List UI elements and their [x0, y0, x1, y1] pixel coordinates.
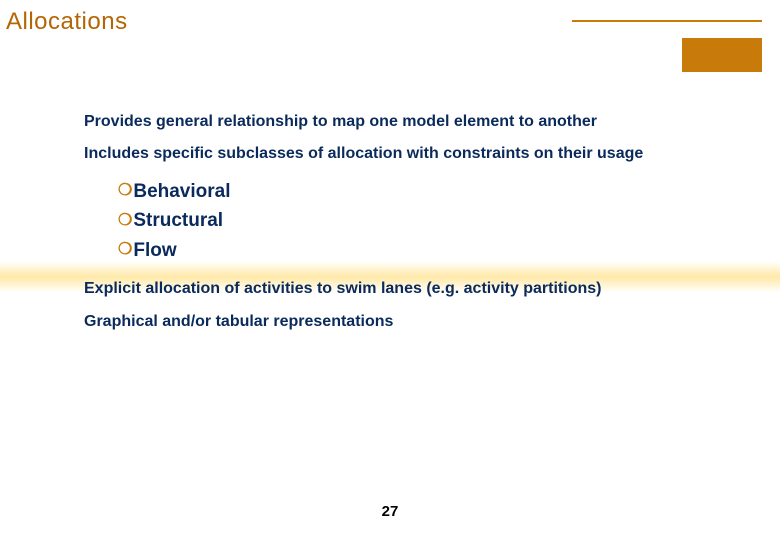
paragraph: Explicit allocation of activities to swi… — [84, 279, 704, 299]
paragraph: Provides general relationship to map one… — [84, 112, 704, 132]
list-item: ❍ Behavioral — [118, 177, 704, 206]
page-number: 27 — [0, 503, 780, 520]
list-item-label: Structural — [133, 206, 223, 235]
corner-block — [682, 38, 762, 72]
bullet-icon: ❍ — [118, 209, 132, 234]
sub-list: ❍ Behavioral ❍ Structural ❍ Flow — [118, 177, 704, 265]
paragraph: Graphical and/or tabular representations — [84, 312, 704, 332]
list-item: ❍ Structural — [118, 206, 704, 235]
list-item: ❍ Flow — [118, 236, 704, 265]
bullet-icon: ❍ — [118, 179, 132, 204]
list-item-label: Flow — [133, 236, 176, 265]
slide: Allocations Provides general relationshi… — [0, 0, 780, 540]
content-area: Provides general relationship to map one… — [84, 112, 704, 344]
list-item-label: Behavioral — [133, 177, 230, 206]
bullet-icon: ❍ — [118, 238, 132, 263]
paragraph: Includes specific subclasses of allocati… — [84, 144, 704, 164]
corner-rule — [572, 20, 762, 22]
slide-title: Allocations — [6, 8, 128, 36]
